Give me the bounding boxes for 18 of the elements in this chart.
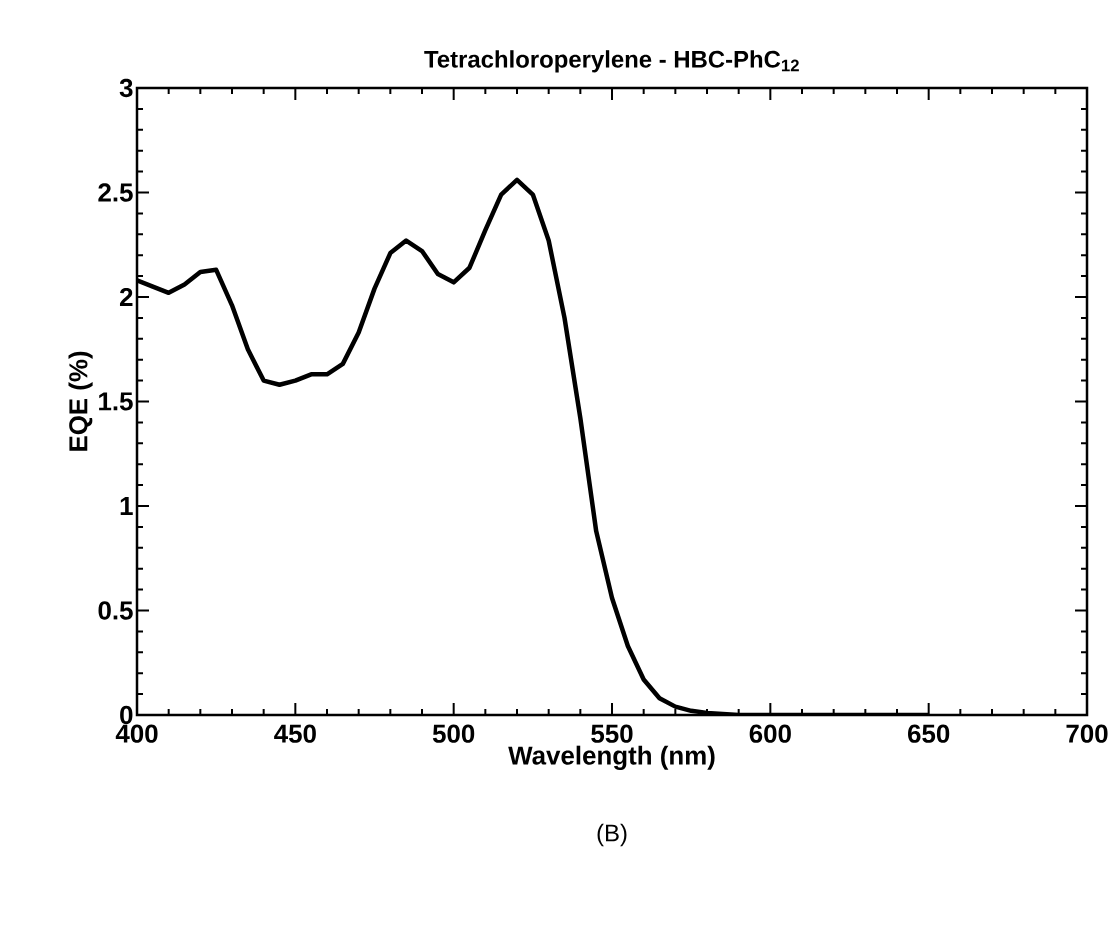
text: (B) — [597, 823, 627, 847]
x-axis-title: Wavelength (nm) — [508, 745, 715, 770]
x-tick-label: 650 — [908, 724, 950, 743]
y-tick-label: 1 — [120, 497, 133, 515]
x-tick-label: 700 — [1066, 724, 1108, 743]
x-tick-label: 500 — [432, 724, 475, 743]
y-axis-title: EQE (%) — [68, 351, 93, 451]
x-tick-label: 450 — [274, 724, 316, 743]
chart-title: Tetrachloroperylene - HBC-PhC$_{12}$ — [424, 50, 799, 73]
x-tick-label: 400 — [115, 724, 158, 743]
y-tick-label: 3 — [119, 78, 133, 98]
x-tick-label: 550 — [591, 724, 633, 743]
y-tick-label: 0.5 — [98, 601, 133, 620]
y-tick-label: 2.5 — [98, 183, 133, 202]
x-tick-label: 600 — [749, 724, 791, 743]
y-tick-label: 1.5 — [99, 392, 133, 411]
y-tick-label: 0 — [120, 705, 133, 725]
y-tick-label: 2 — [119, 287, 133, 307]
